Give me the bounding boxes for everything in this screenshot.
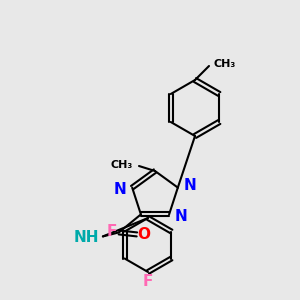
Text: N: N: [184, 178, 197, 193]
Text: F: F: [143, 274, 153, 290]
Text: CH₃: CH₃: [111, 160, 133, 170]
Text: F: F: [106, 224, 117, 239]
Text: CH₃: CH₃: [213, 59, 235, 69]
Text: N: N: [113, 182, 126, 197]
Text: NH: NH: [74, 230, 99, 245]
Text: O: O: [137, 227, 150, 242]
Text: N: N: [175, 209, 188, 224]
